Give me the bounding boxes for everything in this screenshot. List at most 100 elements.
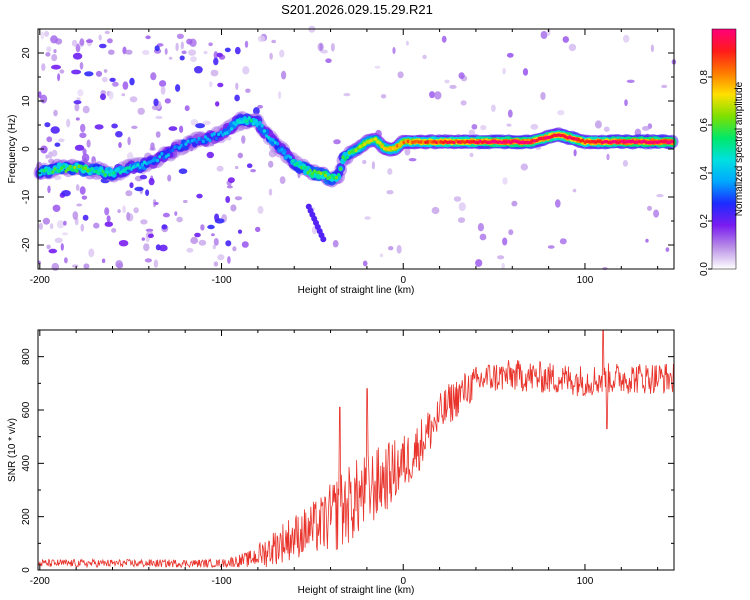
noise-speckle — [79, 132, 87, 139]
noise-speckle — [174, 211, 178, 216]
noise-speckle — [176, 216, 183, 223]
noise-blob — [234, 46, 241, 55]
noise-blob — [73, 100, 82, 105]
noise-speckle — [507, 109, 513, 118]
ridge-blob — [105, 170, 109, 174]
snr-plot-area — [38, 330, 674, 570]
noise-speckle — [522, 68, 529, 76]
noise-speckle — [127, 136, 131, 146]
noise-speckle — [57, 73, 61, 82]
noise-speckle — [232, 246, 237, 252]
ridge-blob — [559, 133, 563, 138]
noise-speckle — [45, 52, 51, 57]
noise-speckle — [332, 240, 339, 248]
ridge-blob — [310, 172, 314, 176]
ridge-blob — [166, 153, 171, 157]
ridge-blob — [68, 164, 72, 169]
noise-speckle — [49, 223, 54, 230]
noise-blob — [195, 123, 206, 129]
noise-speckle — [198, 239, 207, 246]
noise-speckle — [458, 202, 466, 212]
noise-blob — [99, 43, 107, 49]
noise-blob — [82, 214, 89, 221]
noise-blob — [207, 224, 215, 230]
noise-speckle — [380, 94, 387, 99]
noise-blob — [216, 52, 223, 58]
ridge-blob — [171, 148, 175, 152]
noise-speckle — [480, 124, 487, 131]
noise-speckle — [60, 243, 64, 251]
x-tick-label: -200 — [30, 275, 50, 286]
x-tick-label: 0 — [400, 275, 406, 286]
noise-speckle — [46, 46, 52, 52]
noise-speckle — [72, 211, 79, 220]
noise-speckle — [46, 136, 53, 143]
ridge-blob — [138, 165, 142, 170]
noise-speckle — [131, 125, 138, 129]
noise-speckle — [624, 99, 628, 107]
ridge-blob — [611, 139, 615, 144]
noise-speckle — [572, 188, 577, 193]
noise-speckle — [397, 71, 404, 79]
y-tick-label: -10 — [21, 189, 32, 204]
noise-blob — [84, 71, 94, 77]
noise-speckle — [497, 255, 505, 260]
noise-speckle — [460, 100, 467, 106]
noise-speckle — [568, 43, 577, 52]
ridge-blob — [295, 161, 299, 166]
noise-speckle — [63, 220, 67, 226]
noise-speckle — [241, 135, 246, 144]
snr-ticks: -200 -100 0 100 0 200 400 600 800 — [21, 329, 674, 587]
noise-speckle — [83, 263, 90, 270]
y-tick-label: 0 — [21, 146, 32, 152]
noise-blob — [178, 168, 188, 174]
noise-speckle — [150, 142, 155, 150]
noise-speckle — [53, 109, 58, 117]
ridge-blob — [291, 159, 295, 163]
ridge-blob — [64, 169, 68, 173]
snr-x-tick-label: -200 — [30, 576, 50, 587]
noise-speckle — [154, 202, 159, 205]
snr-y-tick-label: 400 — [21, 455, 32, 472]
ridge-blob — [160, 152, 164, 156]
noise-speckle — [126, 211, 131, 221]
noise-speckle — [104, 30, 111, 35]
noise-speckle — [46, 244, 51, 250]
noise-speckle — [213, 238, 219, 246]
noise-speckle — [653, 209, 660, 218]
noise-speckle — [422, 54, 427, 60]
noise-blob — [225, 240, 232, 247]
noise-speckle — [125, 49, 133, 55]
noise-speckle — [506, 123, 512, 127]
snr-panel: -200 -100 0 100 0 200 400 600 800 Height of stra… — [7, 329, 675, 596]
noise-speckle — [98, 34, 102, 41]
noise-blob — [214, 213, 220, 222]
ridge-blob — [596, 139, 600, 143]
snr-series-line — [37, 329, 675, 569]
noise-speckle — [245, 88, 251, 93]
noise-speckle — [42, 217, 51, 225]
noise-speckle — [59, 69, 65, 74]
noise-speckle — [573, 149, 577, 157]
noise-speckle — [137, 107, 145, 115]
ridge-blob — [260, 124, 264, 128]
noise-blob — [175, 84, 181, 92]
noise-blob — [246, 163, 253, 168]
noise-speckle — [48, 151, 53, 159]
ridge-blob — [363, 142, 367, 146]
noise-speckle — [530, 123, 539, 130]
noise-blob — [71, 69, 82, 75]
noise-speckle — [150, 72, 157, 81]
noise-speckle — [79, 186, 86, 195]
noise-speckle — [511, 200, 518, 207]
noise-speckle — [175, 42, 179, 52]
noise-speckle — [559, 238, 567, 245]
noise-speckle — [190, 236, 199, 245]
ridge-blob — [156, 158, 160, 163]
ridge-blob — [214, 136, 218, 141]
noise-speckle — [562, 36, 569, 43]
noise-speckle — [408, 158, 417, 162]
ridge-blob — [136, 163, 140, 167]
noise-speckle — [107, 38, 113, 44]
